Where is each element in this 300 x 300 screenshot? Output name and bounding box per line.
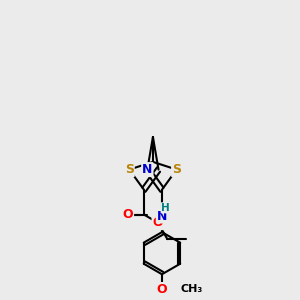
Text: O: O [157,283,167,296]
Text: H: H [161,203,170,213]
Text: O: O [152,216,163,229]
Text: O: O [122,208,133,221]
Text: N: N [142,163,152,176]
Text: S: S [172,163,181,176]
Text: N: N [157,209,167,223]
Text: CH₃: CH₃ [181,284,203,295]
Text: S: S [125,163,134,176]
